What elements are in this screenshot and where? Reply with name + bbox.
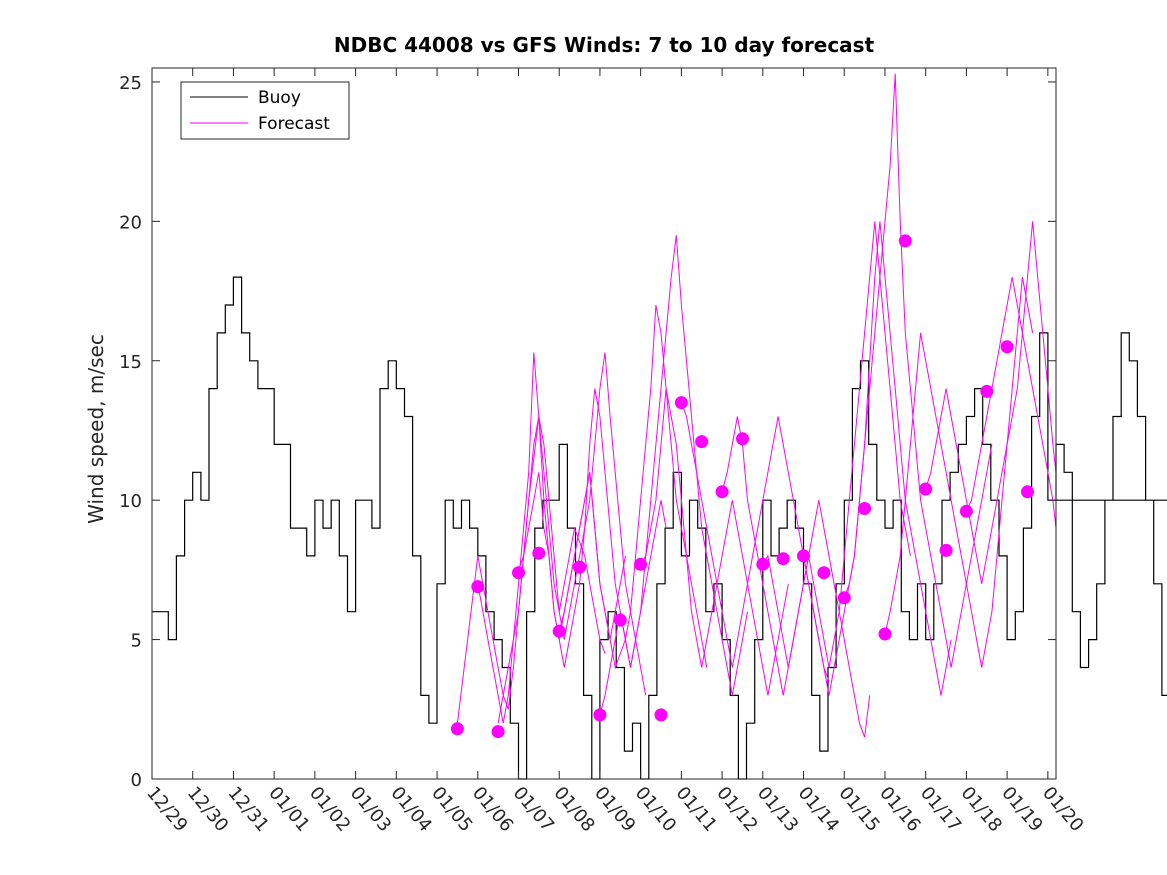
forecast-point xyxy=(491,725,505,739)
forecast-line-11 xyxy=(803,221,952,696)
forecast-point xyxy=(512,566,525,580)
buoy-series xyxy=(152,276,1167,780)
forecast-point xyxy=(817,566,831,580)
forecast-point xyxy=(797,549,810,563)
forecast-point xyxy=(858,502,872,515)
forecast-point xyxy=(573,560,587,574)
forecast-point xyxy=(715,485,729,499)
y-axis-ticks: 0 5 10 15 20 25 xyxy=(119,73,1056,791)
forecast-line-12 xyxy=(843,73,993,668)
forecast-point xyxy=(1021,485,1034,499)
forecast-point xyxy=(532,546,546,560)
forecast-point xyxy=(776,552,790,566)
forecast-line-5 xyxy=(558,304,708,670)
forecast-point xyxy=(837,591,851,605)
chart-title: NDBC 44008 vs GFS Winds: 7 to 10 day for… xyxy=(334,33,875,57)
forecast-point xyxy=(878,627,892,641)
forecast-point xyxy=(919,482,933,496)
forecast-line-13 xyxy=(884,277,1034,668)
y-tick-label: 10 xyxy=(119,491,142,512)
forecast-point xyxy=(634,557,648,571)
forecast-point xyxy=(898,234,912,248)
y-tick-label: 20 xyxy=(119,212,142,233)
buoy-line xyxy=(152,276,1167,780)
forecast-point xyxy=(939,543,953,557)
y-tick-label: 15 xyxy=(119,352,142,373)
forecast-points-group xyxy=(450,234,1034,739)
forecast-point xyxy=(674,396,688,410)
plot-area xyxy=(152,68,1056,779)
forecast-point xyxy=(756,557,770,571)
legend-box xyxy=(180,81,350,140)
legend-forecast-label: Forecast xyxy=(258,114,330,134)
forecast-line-1 xyxy=(456,416,606,724)
forecast-line-7 xyxy=(640,388,789,696)
forecast-line-10 xyxy=(762,221,911,668)
forecast-point xyxy=(736,432,749,446)
forecast-point xyxy=(654,708,668,722)
y-tick-label: 25 xyxy=(119,73,142,94)
forecast-line-14 xyxy=(925,221,1057,584)
forecast-point xyxy=(450,722,464,736)
forecast-point xyxy=(613,613,627,627)
y-tick-label: 0 xyxy=(131,770,142,791)
forecast-point xyxy=(1000,340,1014,354)
forecast-point xyxy=(980,384,994,398)
y-tick-label: 5 xyxy=(131,631,142,652)
forecast-point xyxy=(695,435,709,449)
forecast-point xyxy=(593,708,607,722)
forecast-line-3 xyxy=(497,352,647,724)
forecast-line-6 xyxy=(599,235,748,716)
y-axis-label: Wind speed, m/sec xyxy=(84,334,108,524)
legend: Buoy Forecast xyxy=(180,81,350,140)
legend-buoy-label: Buoy xyxy=(258,88,301,108)
forecast-series-group xyxy=(456,73,1057,738)
forecast-point xyxy=(552,624,566,638)
forecast-point xyxy=(471,580,485,594)
forecast-point xyxy=(959,504,973,518)
plot-frame xyxy=(151,67,1057,780)
